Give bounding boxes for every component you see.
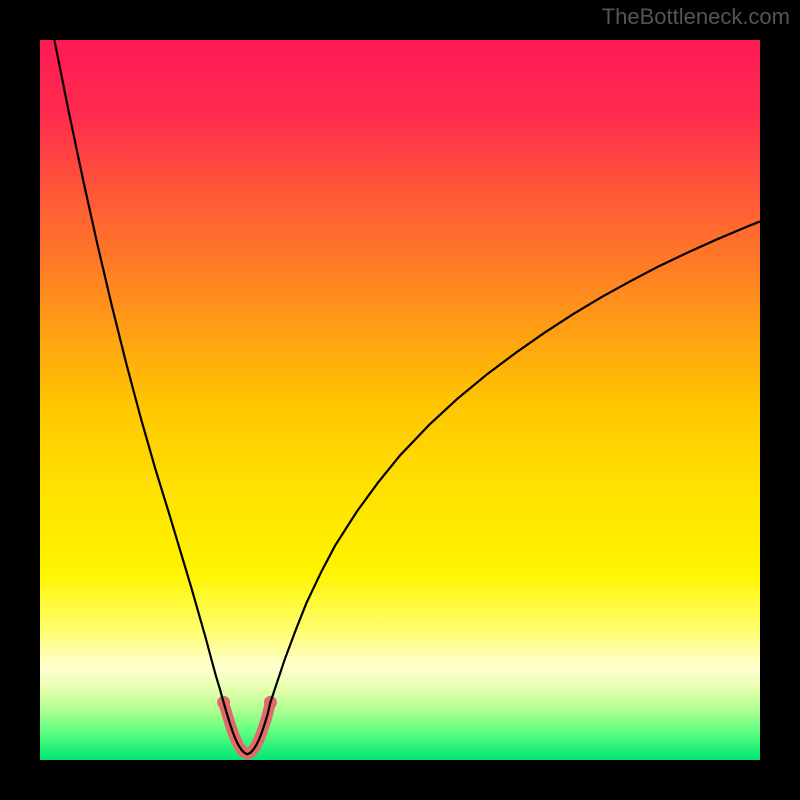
watermark: TheBottleneck.com xyxy=(602,4,790,30)
plot-area xyxy=(40,40,760,760)
chart-svg xyxy=(40,40,760,760)
chart-background xyxy=(40,40,760,760)
